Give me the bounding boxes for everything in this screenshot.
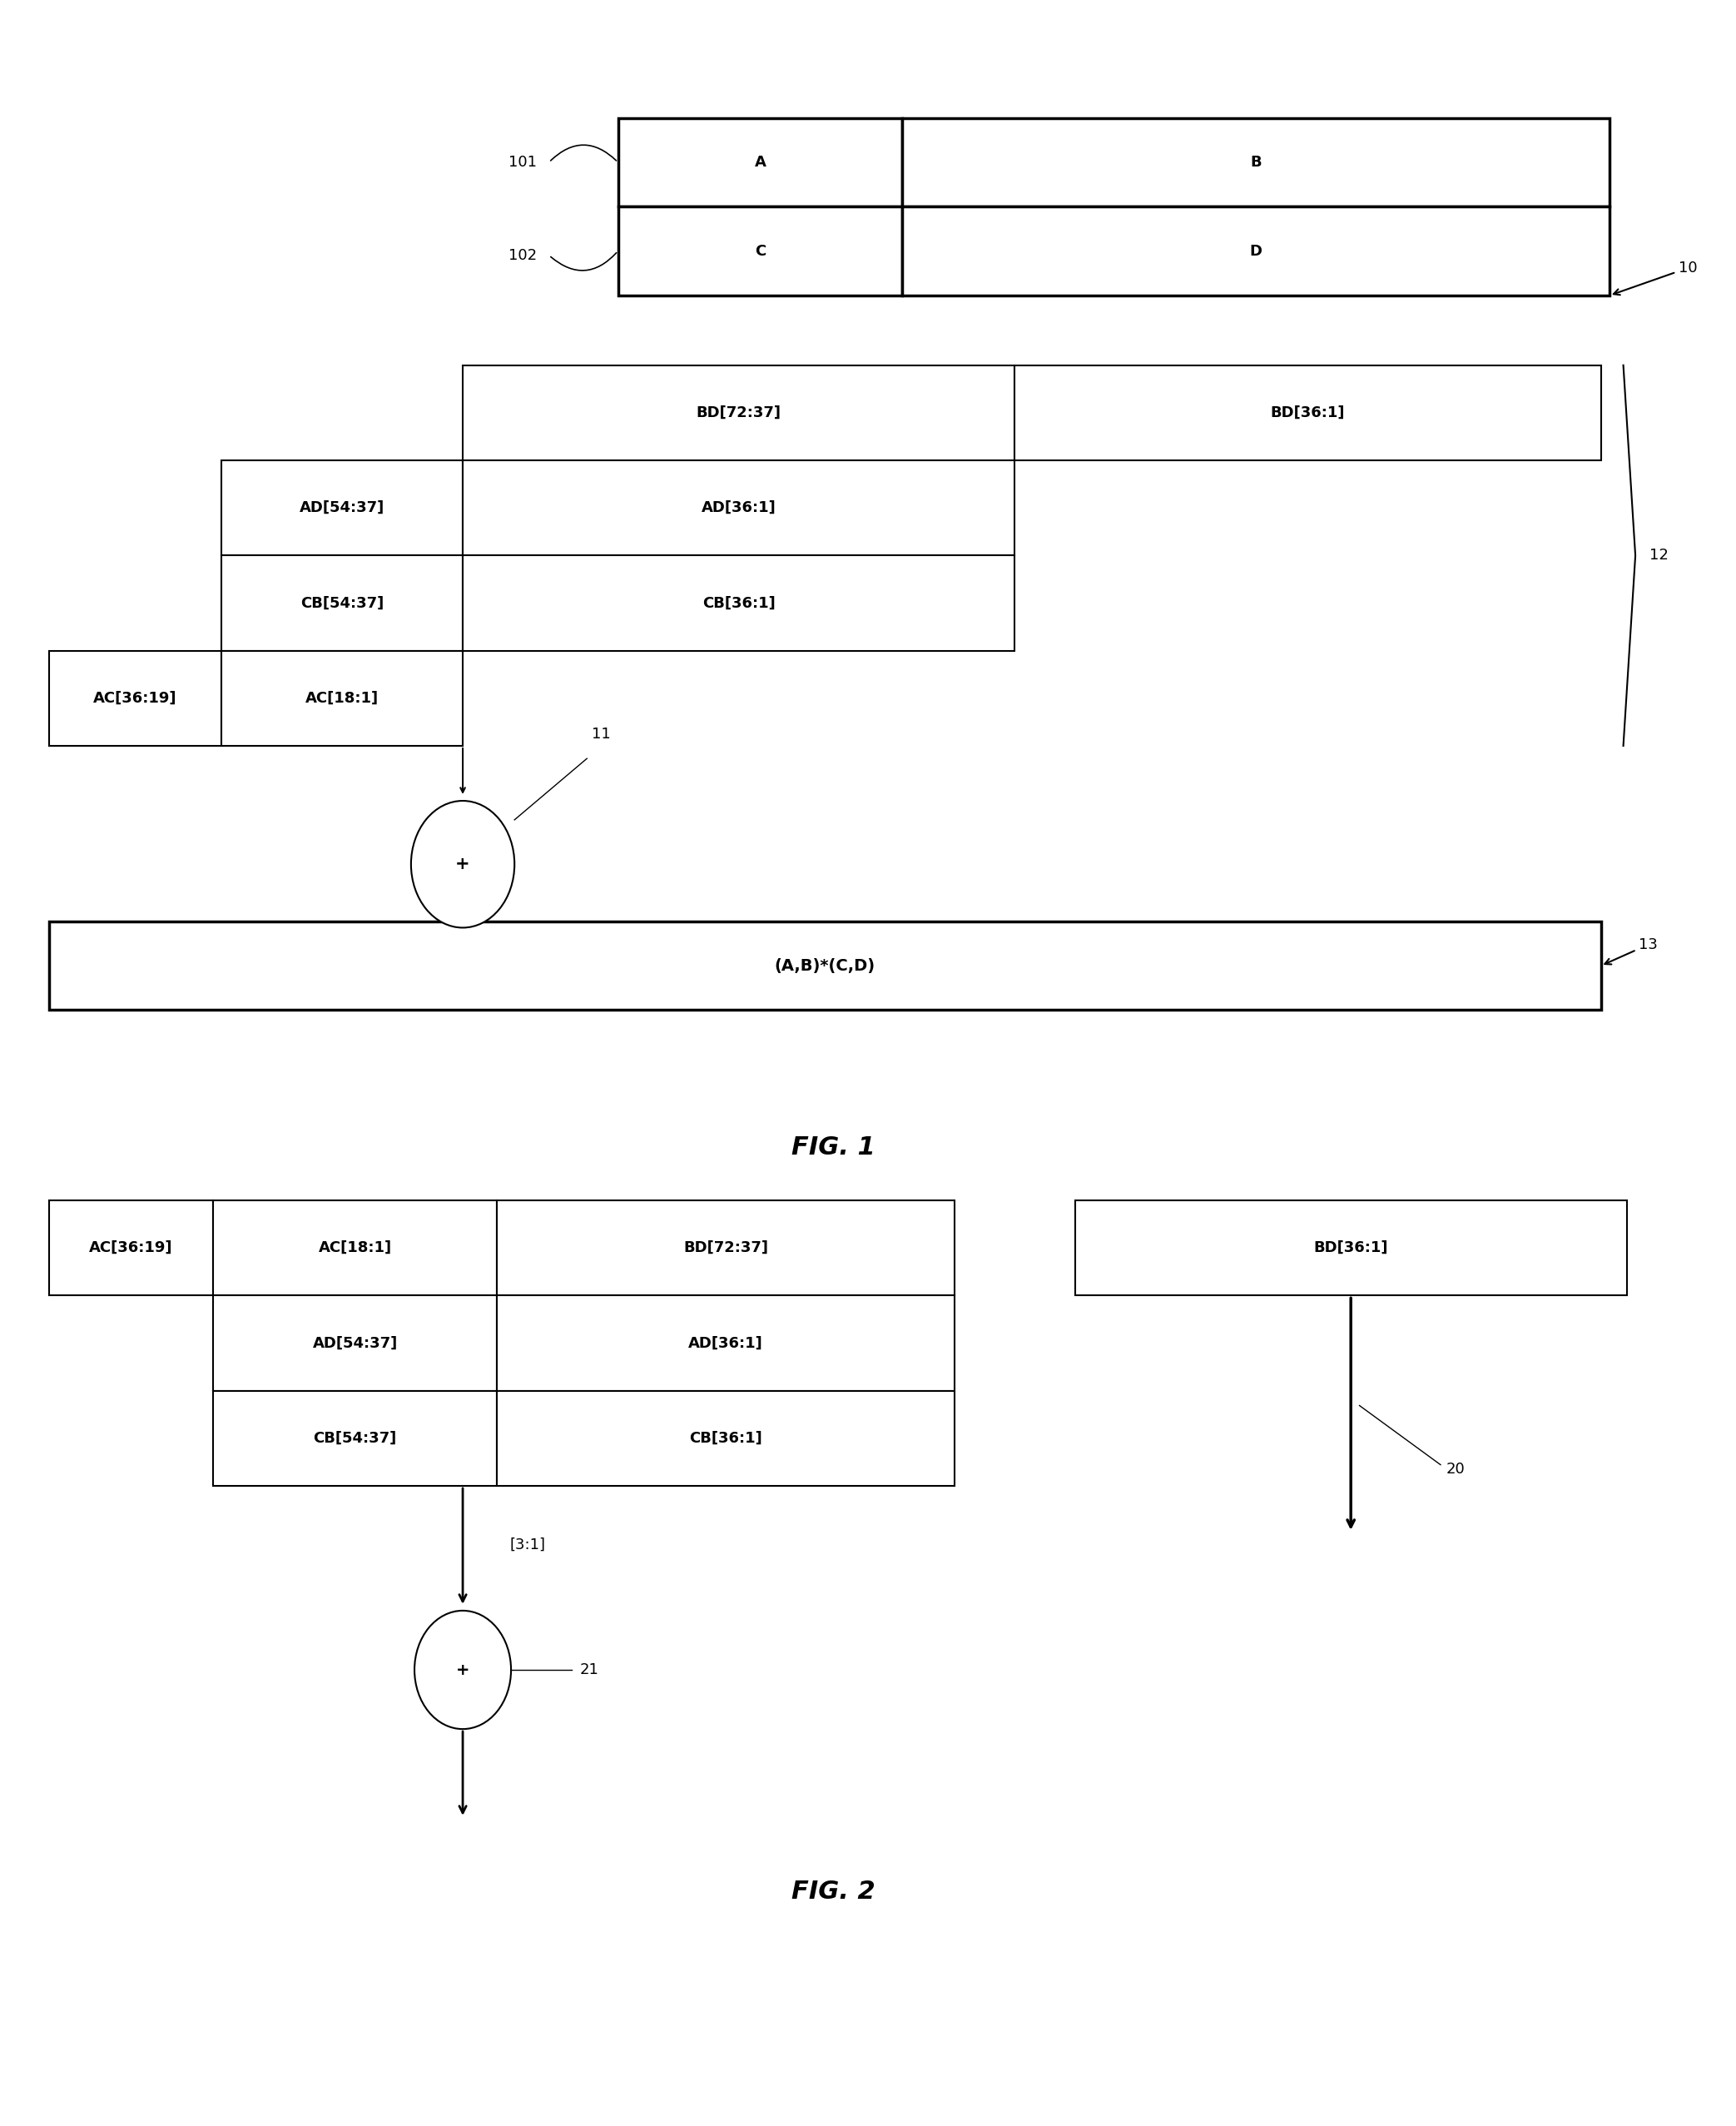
Circle shape (411, 802, 514, 927)
Text: AC[18:1]: AC[18:1] (306, 691, 378, 706)
Text: BD[36:1]: BD[36:1] (1271, 406, 1345, 421)
FancyBboxPatch shape (903, 206, 1609, 296)
Text: C: C (755, 244, 766, 259)
Text: +: + (455, 857, 470, 872)
FancyBboxPatch shape (214, 1295, 496, 1390)
Text: 21: 21 (580, 1663, 599, 1677)
FancyBboxPatch shape (220, 651, 464, 746)
Text: D: D (1250, 244, 1262, 259)
Text: BD[36:1]: BD[36:1] (1314, 1242, 1389, 1256)
Text: AC[36:19]: AC[36:19] (94, 691, 177, 706)
FancyBboxPatch shape (49, 921, 1601, 1010)
FancyBboxPatch shape (496, 1390, 955, 1486)
Text: AD[54:37]: AD[54:37] (312, 1335, 398, 1350)
Text: 10: 10 (1613, 261, 1698, 296)
Text: CB[54:37]: CB[54:37] (300, 595, 384, 610)
FancyBboxPatch shape (220, 555, 464, 651)
Text: AC[36:19]: AC[36:19] (89, 1242, 172, 1256)
Text: A: A (755, 155, 766, 170)
FancyBboxPatch shape (464, 555, 1014, 651)
FancyBboxPatch shape (214, 1390, 496, 1486)
Text: +: + (457, 1663, 470, 1677)
Text: 11: 11 (592, 727, 611, 742)
FancyBboxPatch shape (496, 1295, 955, 1390)
FancyBboxPatch shape (1075, 1201, 1627, 1295)
FancyBboxPatch shape (464, 461, 1014, 555)
Text: 12: 12 (1649, 549, 1668, 563)
FancyBboxPatch shape (903, 117, 1609, 206)
FancyBboxPatch shape (1014, 366, 1601, 461)
Text: (A,B)*(C,D): (A,B)*(C,D) (774, 959, 875, 974)
FancyBboxPatch shape (618, 206, 903, 296)
Text: AD[36:1]: AD[36:1] (701, 500, 776, 514)
Text: CB[36:1]: CB[36:1] (701, 595, 776, 610)
Text: BD[72:37]: BD[72:37] (696, 406, 781, 421)
Text: 20: 20 (1446, 1461, 1465, 1475)
Text: 102: 102 (509, 249, 536, 264)
Text: B: B (1250, 155, 1262, 170)
Text: CB[36:1]: CB[36:1] (689, 1431, 762, 1446)
Text: AD[54:37]: AD[54:37] (300, 500, 385, 514)
FancyBboxPatch shape (618, 117, 903, 206)
Circle shape (415, 1612, 510, 1728)
Text: BD[72:37]: BD[72:37] (684, 1242, 767, 1256)
FancyBboxPatch shape (49, 651, 220, 746)
Text: FIG. 1: FIG. 1 (792, 1135, 875, 1159)
FancyBboxPatch shape (49, 1201, 214, 1295)
Text: AC[18:1]: AC[18:1] (318, 1242, 392, 1256)
Text: CB[54:37]: CB[54:37] (312, 1431, 398, 1446)
Text: FIG. 2: FIG. 2 (792, 1879, 875, 1905)
Text: [3:1]: [3:1] (509, 1537, 545, 1552)
FancyBboxPatch shape (496, 1201, 955, 1295)
FancyBboxPatch shape (220, 461, 464, 555)
Text: 13: 13 (1604, 938, 1658, 965)
Text: AD[36:1]: AD[36:1] (689, 1335, 764, 1350)
FancyBboxPatch shape (214, 1201, 496, 1295)
Text: 101: 101 (509, 155, 536, 170)
FancyBboxPatch shape (464, 366, 1014, 461)
